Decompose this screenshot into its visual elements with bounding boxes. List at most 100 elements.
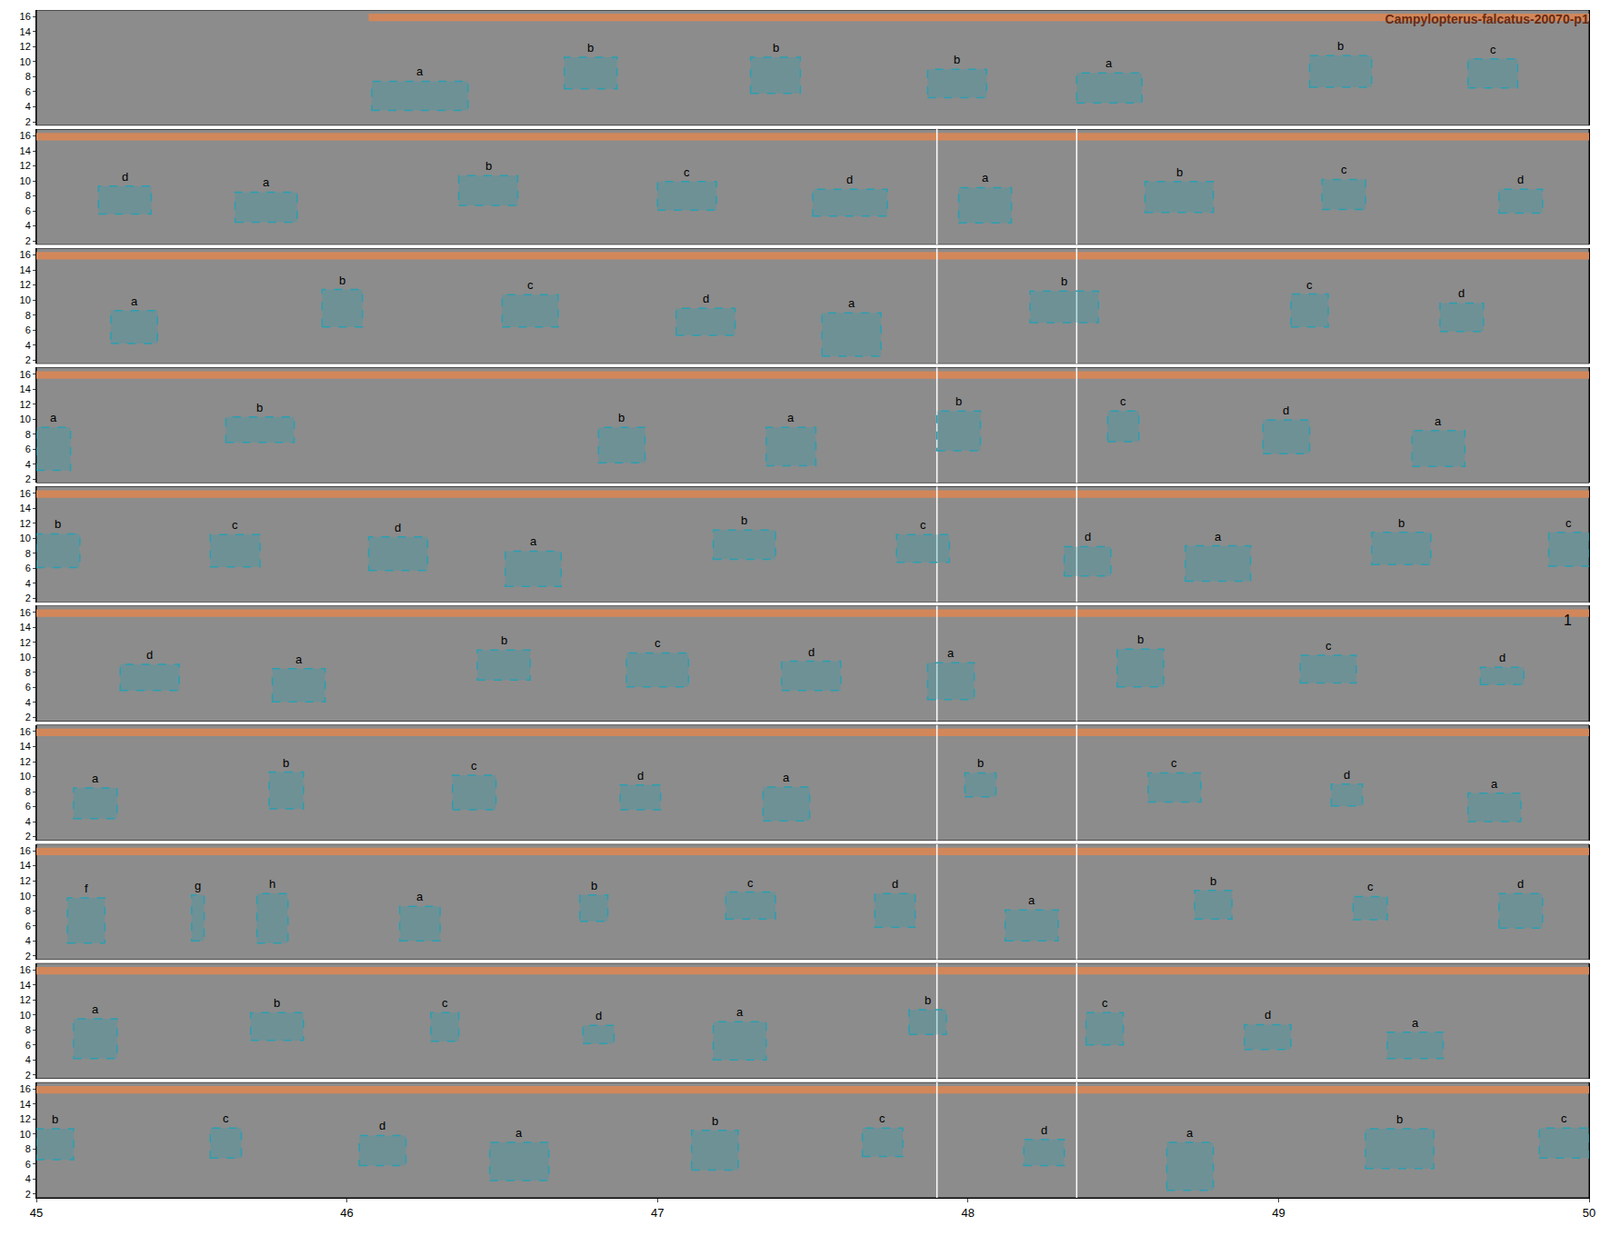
svg-text:b: b (1398, 516, 1405, 530)
svg-text:4: 4 (25, 459, 31, 470)
svg-text:d: d (808, 645, 815, 660)
svg-text:6: 6 (25, 800, 31, 812)
svg-text:b: b (924, 993, 931, 1008)
svg-text:2: 2 (25, 235, 31, 247)
svg-text:8: 8 (25, 1024, 31, 1036)
svg-text:6: 6 (25, 562, 31, 574)
svg-text:12: 12 (20, 160, 31, 171)
svg-text:6: 6 (25, 443, 31, 455)
svg-text:d: d (146, 648, 153, 662)
svg-text:c: c (1340, 162, 1348, 177)
svg-text:8: 8 (25, 429, 31, 440)
svg-text:a: a (295, 652, 303, 667)
svg-text:a: a (515, 1126, 523, 1140)
svg-text:8: 8 (25, 1143, 31, 1155)
svg-text:a: a (1490, 777, 1499, 791)
svg-text:d: d (1264, 1008, 1271, 1022)
svg-text:4: 4 (25, 1054, 31, 1066)
svg-text:2: 2 (25, 830, 31, 842)
svg-text:a: a (91, 1002, 100, 1017)
svg-text:16: 16 (20, 10, 31, 22)
svg-text:6: 6 (25, 324, 31, 336)
svg-text:46: 46 (340, 1206, 353, 1220)
svg-text:d: d (891, 877, 899, 891)
svg-text:a: a (947, 646, 955, 660)
svg-text:b: b (1176, 165, 1183, 180)
svg-text:b: b (977, 756, 984, 770)
svg-text:c: c (879, 1111, 886, 1126)
svg-text:6: 6 (25, 205, 31, 217)
svg-text:g: g (194, 879, 201, 893)
svg-text:8: 8 (25, 905, 31, 917)
svg-text:b: b (1210, 874, 1217, 889)
svg-text:2: 2 (25, 116, 31, 128)
svg-text:14: 14 (20, 26, 31, 38)
svg-text:14: 14 (20, 264, 31, 276)
svg-text:49: 49 (1271, 1206, 1285, 1220)
svg-text:b: b (339, 273, 346, 288)
svg-text:c: c (527, 278, 534, 292)
svg-text:a: a (530, 534, 538, 549)
svg-text:b: b (772, 40, 780, 55)
svg-text:a: a (981, 170, 990, 185)
svg-text:b: b (256, 400, 263, 415)
svg-text:12: 12 (20, 756, 31, 768)
svg-text:b: b (711, 1114, 719, 1129)
svg-text:8: 8 (25, 667, 31, 679)
svg-text:c: c (1170, 756, 1178, 770)
svg-text:8: 8 (25, 190, 31, 201)
svg-text:c: c (1120, 394, 1127, 409)
svg-text:47: 47 (650, 1206, 664, 1220)
svg-text:c: c (470, 759, 478, 773)
svg-text:12: 12 (20, 637, 31, 649)
svg-text:12: 12 (20, 994, 31, 1006)
svg-text:10: 10 (20, 1010, 31, 1021)
svg-text:12: 12 (20, 518, 31, 530)
svg-text:6: 6 (25, 681, 31, 693)
svg-text:c: c (441, 996, 449, 1010)
svg-text:b: b (51, 1112, 59, 1127)
svg-text:b: b (953, 52, 960, 67)
svg-text:8: 8 (25, 70, 31, 82)
svg-text:10: 10 (20, 1129, 31, 1140)
svg-text:8: 8 (25, 786, 31, 798)
svg-text:a: a (848, 296, 856, 310)
svg-text:14: 14 (20, 1099, 31, 1110)
svg-text:d: d (1084, 530, 1091, 544)
svg-text:d: d (1343, 768, 1350, 782)
svg-text:10: 10 (20, 770, 31, 782)
svg-text:10: 10 (20, 56, 31, 68)
svg-text:14: 14 (20, 502, 31, 514)
svg-text:4: 4 (25, 816, 31, 828)
svg-text:16: 16 (20, 607, 31, 619)
svg-text:10: 10 (20, 294, 31, 306)
svg-text:b: b (955, 394, 962, 409)
svg-text:d: d (1517, 172, 1524, 187)
svg-text:b: b (590, 879, 598, 893)
svg-text:10: 10 (20, 413, 31, 425)
svg-text:b: b (500, 633, 508, 648)
svg-text:4: 4 (25, 697, 31, 709)
svg-text:16: 16 (20, 1083, 31, 1095)
svg-text:c: c (1490, 42, 1497, 57)
svg-text:1: 1 (1563, 612, 1572, 629)
svg-text:10: 10 (20, 175, 31, 187)
svg-text:d: d (1517, 877, 1524, 891)
svg-text:16: 16 (20, 130, 31, 141)
svg-text:f: f (84, 881, 89, 896)
svg-text:b: b (1337, 39, 1344, 53)
svg-text:16: 16 (20, 488, 31, 500)
svg-text:48: 48 (961, 1206, 975, 1220)
svg-text:2: 2 (25, 1189, 31, 1200)
svg-text:16: 16 (20, 369, 31, 380)
svg-text:12: 12 (20, 399, 31, 410)
svg-text:d: d (595, 1009, 602, 1023)
svg-text:10: 10 (20, 890, 31, 901)
svg-text:12: 12 (20, 279, 31, 290)
svg-text:a: a (91, 771, 100, 786)
svg-text:c: c (683, 165, 690, 180)
svg-text:d: d (394, 520, 401, 535)
svg-text:4: 4 (25, 578, 31, 590)
svg-text:6: 6 (25, 1159, 31, 1170)
svg-text:8: 8 (25, 310, 31, 321)
